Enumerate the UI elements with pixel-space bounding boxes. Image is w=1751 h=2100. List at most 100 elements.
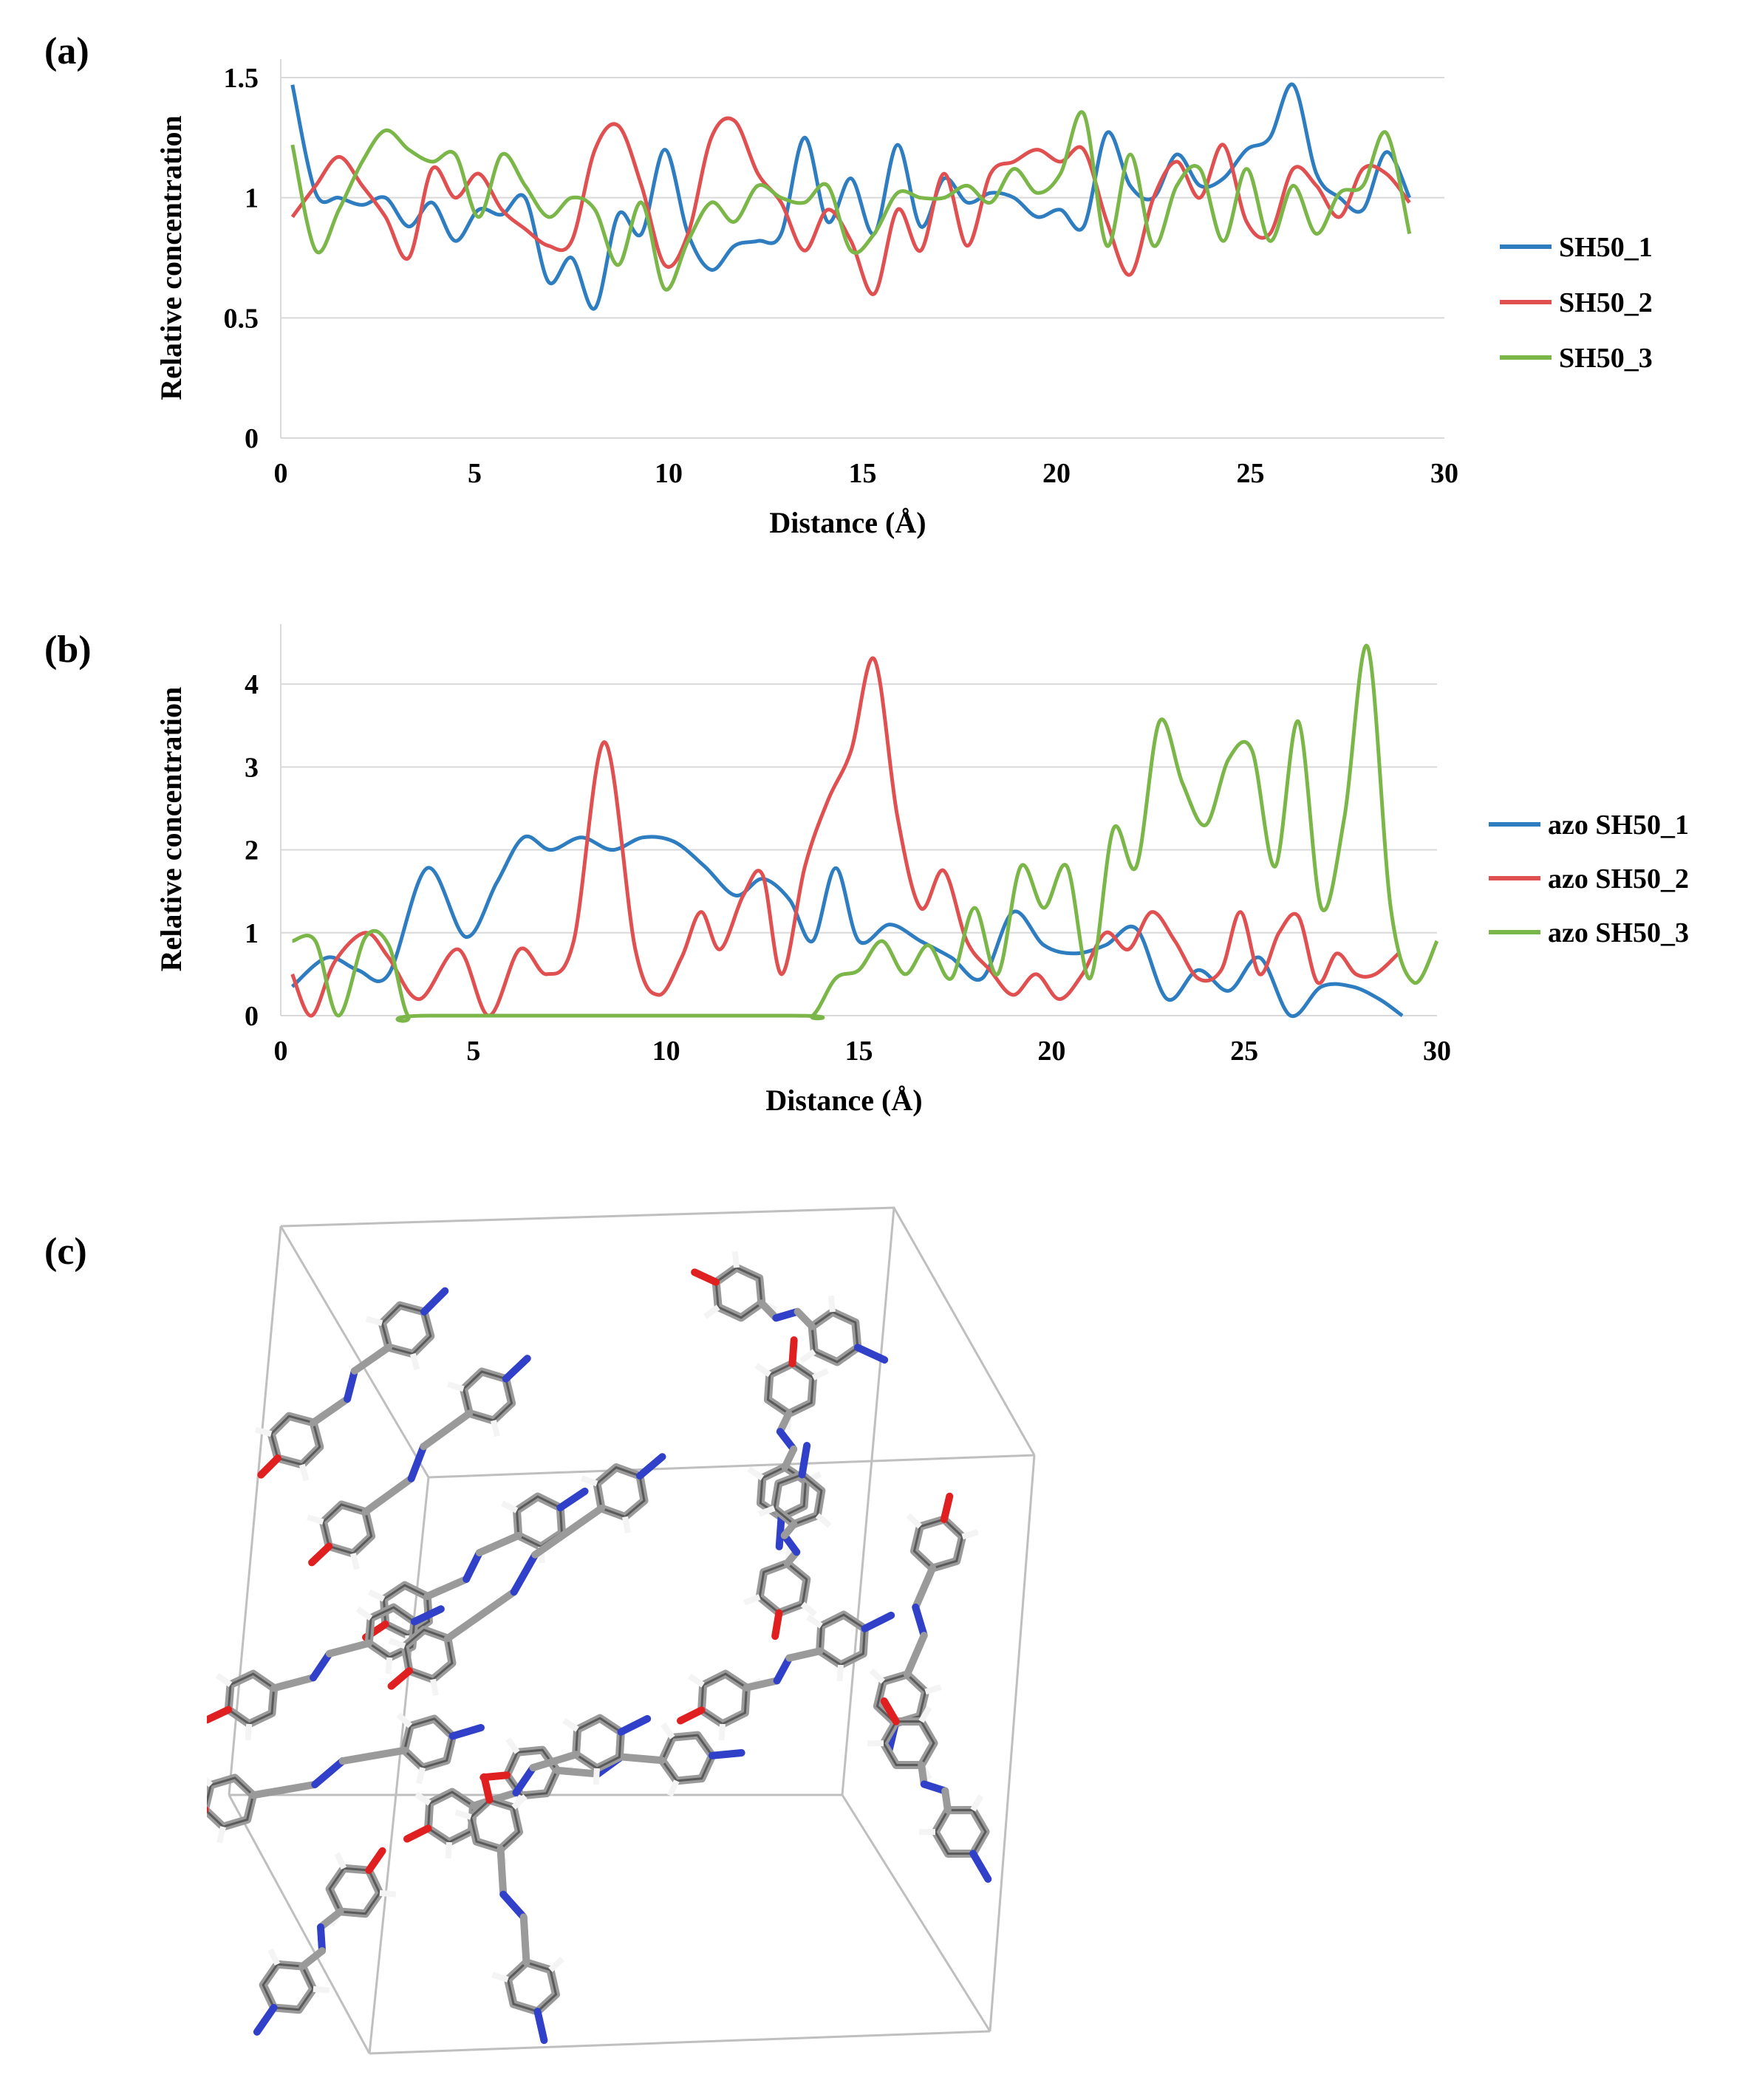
bond bbox=[443, 1588, 518, 1643]
bond bbox=[529, 1751, 580, 1772]
bond bbox=[253, 2003, 278, 2036]
y-tick-label: 1.5 bbox=[224, 63, 259, 94]
bond bbox=[788, 1336, 798, 1368]
cell-edge bbox=[228, 1794, 371, 2054]
bond bbox=[912, 1564, 937, 1611]
benzene-ring bbox=[906, 1513, 979, 1585]
bond bbox=[410, 1605, 445, 1626]
molecule-box-image bbox=[207, 1206, 1036, 2055]
cell-edge bbox=[428, 1454, 1035, 1479]
benzene-ring bbox=[869, 1668, 942, 1740]
bond bbox=[365, 1847, 386, 1875]
bond bbox=[771, 1609, 783, 1641]
bond bbox=[463, 1549, 483, 1583]
bond bbox=[257, 1454, 281, 1479]
bond bbox=[420, 1287, 449, 1316]
x-tick-label: 25 bbox=[1237, 458, 1265, 489]
y-tick-label: 0 bbox=[245, 1001, 259, 1032]
bond bbox=[338, 1746, 409, 1765]
bond bbox=[310, 1649, 333, 1682]
bond bbox=[325, 1639, 373, 1658]
cell-edge bbox=[369, 2030, 991, 2055]
cell-edge bbox=[368, 1477, 430, 2054]
bond bbox=[776, 1428, 798, 1453]
x-tick-label: 15 bbox=[845, 1036, 873, 1067]
benzene-ring bbox=[502, 1737, 574, 1812]
bond bbox=[798, 1442, 811, 1479]
x-tick-label: 30 bbox=[1430, 458, 1458, 489]
benzene-ring bbox=[658, 1723, 729, 1797]
y-tick-label: 0 bbox=[245, 423, 259, 454]
bond bbox=[903, 1632, 928, 1678]
benzene-ring bbox=[396, 1712, 469, 1785]
x-tick-label: 5 bbox=[466, 1036, 480, 1067]
series-line-azo-sh50_3 bbox=[291, 643, 1439, 1023]
series-line-azo-sh50_2 bbox=[290, 656, 1400, 1018]
bond bbox=[940, 1492, 954, 1523]
series-line-azo-sh50_1 bbox=[290, 834, 1404, 1019]
legend-entry: SH50_3 bbox=[1559, 343, 1653, 374]
x-tick-label: 15 bbox=[849, 458, 877, 489]
bond bbox=[531, 1504, 606, 1559]
benzene-ring bbox=[491, 1957, 564, 2028]
bond bbox=[773, 1654, 793, 1685]
x-tick-label: 0 bbox=[274, 1036, 288, 1067]
benzene-ring bbox=[207, 1774, 270, 1844]
y-axis-title: Relative concentration bbox=[154, 687, 188, 971]
bond bbox=[556, 1487, 589, 1512]
bond bbox=[912, 1603, 928, 1640]
series-line-sh50_2 bbox=[290, 116, 1411, 296]
legend-entry: azo SH50_3 bbox=[1548, 917, 1689, 948]
bond bbox=[316, 1907, 344, 1931]
legend-entry: SH50_1 bbox=[1559, 232, 1653, 263]
cell-edge bbox=[841, 1794, 991, 2032]
azo-molecules bbox=[207, 1251, 992, 2045]
cell-edge bbox=[228, 1225, 282, 1796]
bond bbox=[448, 1723, 485, 1740]
x-tick-label: 10 bbox=[652, 1036, 680, 1067]
bond bbox=[475, 1531, 522, 1557]
bond bbox=[361, 1474, 415, 1516]
bond bbox=[691, 1268, 720, 1286]
y-axis-title: Relative concentration bbox=[154, 115, 188, 400]
bond bbox=[781, 1445, 798, 1471]
benzene-ring bbox=[743, 1547, 817, 1618]
bond bbox=[775, 1513, 785, 1550]
bond bbox=[308, 1542, 333, 1567]
x-tick-label: 0 bbox=[274, 458, 288, 489]
bond bbox=[780, 1520, 798, 1539]
y-tick-label: 0.5 bbox=[224, 303, 259, 334]
legend-entry: azo SH50_2 bbox=[1548, 863, 1689, 895]
y-tick-label: 1 bbox=[245, 918, 259, 949]
bond bbox=[350, 1344, 392, 1375]
bond bbox=[316, 1923, 327, 1955]
panel-label-a: (a) bbox=[44, 30, 89, 72]
bond bbox=[617, 1753, 666, 1765]
bond bbox=[533, 2008, 548, 2045]
x-tick-label: 25 bbox=[1230, 1036, 1258, 1067]
cell-edge bbox=[989, 1454, 1036, 2032]
bond bbox=[403, 1824, 432, 1843]
panel-label-c: (c) bbox=[44, 1231, 87, 1273]
bond bbox=[298, 1947, 327, 1971]
bond bbox=[502, 1355, 531, 1383]
bond bbox=[510, 1550, 539, 1596]
bond bbox=[207, 1706, 233, 1724]
x-tick-label: 20 bbox=[1037, 1036, 1065, 1067]
bond bbox=[553, 1766, 602, 1778]
bond bbox=[635, 1453, 666, 1480]
bond bbox=[512, 1764, 537, 1796]
series-line-sh50_1 bbox=[290, 82, 1412, 311]
simulation-cell bbox=[228, 1206, 1036, 2055]
benzene-ring bbox=[754, 1359, 830, 1431]
bond bbox=[785, 1647, 824, 1662]
bond bbox=[617, 1714, 652, 1736]
bond bbox=[743, 1677, 781, 1692]
bond bbox=[793, 1307, 816, 1330]
bond bbox=[880, 1697, 900, 1726]
bond bbox=[969, 1850, 992, 1883]
chart-a: 0 0.5 1 1.5 0 5 10 15 20 25 30 Distance (Å) Relative… bbox=[154, 59, 1653, 539]
bond bbox=[676, 1706, 706, 1725]
y-tick-label: 1 bbox=[245, 183, 259, 214]
cell-edge bbox=[841, 1207, 895, 1796]
